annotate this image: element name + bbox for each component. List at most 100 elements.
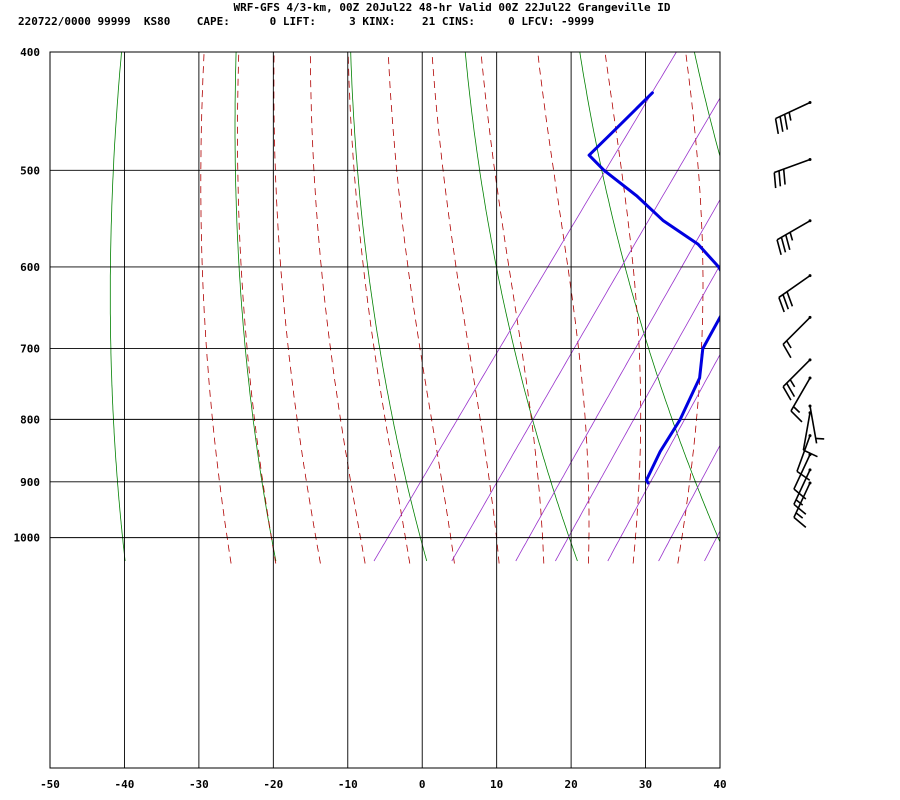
mixing-ratio-line <box>895 45 900 561</box>
wind-barb <box>778 274 812 313</box>
wind-barb-station <box>808 358 812 362</box>
wind-barb-staff <box>793 469 811 505</box>
wind-barb-staff <box>793 454 811 490</box>
y-tick-label: 500 <box>20 164 40 177</box>
wind-barb-staff <box>778 275 811 299</box>
tick-labels: 400 500 600 700 800 900 1000 -50 -40 -30 -20 -10 0 10… <box>14 46 727 791</box>
wind-barb-station <box>808 101 812 105</box>
y-tick-label: 600 <box>20 261 40 274</box>
wind-barb-feather <box>793 516 807 528</box>
mixing-ratio-line <box>515 198 720 562</box>
wind-barb-half-feather <box>815 437 825 440</box>
moist-adiabat <box>812 45 900 563</box>
mixing-ratio-line <box>738 45 900 561</box>
wind-barb <box>793 468 812 515</box>
wind-barb <box>793 481 812 528</box>
wind-barb <box>790 376 812 423</box>
wind-barb-feather <box>779 116 784 132</box>
wind-barb-staff <box>782 359 811 388</box>
wind-barb-feather <box>785 382 796 398</box>
wind-barb-feather <box>782 169 786 185</box>
wind-barb <box>796 434 812 481</box>
y-tick-label: 400 <box>20 46 40 59</box>
wind-barb-station <box>808 434 812 438</box>
wind-barb-station <box>808 158 812 162</box>
wind-barb-staff <box>796 435 811 472</box>
mixing-ratio-line <box>831 45 900 561</box>
y-tick-label: 900 <box>20 476 40 489</box>
moist-adiabat <box>767 45 873 563</box>
wind-barb-half-feather <box>792 406 801 414</box>
dry-adiabat <box>579 52 720 543</box>
x-tick-label: -40 <box>115 778 135 791</box>
wind-barb-feather <box>796 470 811 481</box>
mixing-ratio-line <box>704 530 720 562</box>
wind-barb-station <box>808 453 812 457</box>
moist-adiabat <box>200 52 232 564</box>
wind-barb <box>773 158 812 189</box>
wind-barb-feather <box>790 410 803 423</box>
temperature-trace <box>785 92 864 483</box>
x-tick-label: -30 <box>189 778 209 791</box>
y-tick-label: 700 <box>20 343 40 356</box>
wind-barb-feather <box>786 291 794 307</box>
wind-barb <box>776 219 812 255</box>
wind-barb-feather <box>774 118 780 134</box>
moist-adiabat <box>856 45 900 563</box>
mixing-ratio-line <box>806 45 900 561</box>
wind-barb-station <box>808 274 812 278</box>
mixing-ratio-line <box>555 264 720 562</box>
x-tick-label: 30 <box>639 778 652 791</box>
mixing-ratio-line <box>875 45 900 561</box>
header-line1: WRF-GFS 4/3-km, 00Z 20Jul22 48-hr Valid … <box>233 1 670 14</box>
wind-barb-half-feather <box>789 379 796 388</box>
x-tick-label: 20 <box>564 778 577 791</box>
reference-lines <box>0 45 900 564</box>
plot-frame <box>49 51 721 769</box>
sounding-traces <box>587 91 864 485</box>
mixing-ratio-line <box>852 45 900 561</box>
wind-barb-feather <box>776 239 782 255</box>
y-tick-label: 1000 <box>14 532 41 545</box>
wind-barb-half-feather <box>789 232 794 241</box>
wind-barb-feather <box>782 386 792 401</box>
dry-adiabat <box>234 52 277 562</box>
wind-barb-staff <box>774 158 811 174</box>
mixing-ratio-line <box>607 353 720 562</box>
x-tick-label: -50 <box>40 778 60 791</box>
wind-barb <box>782 315 812 359</box>
wind-barb <box>808 404 825 444</box>
wind-barb-station <box>808 219 812 223</box>
wind-barb-feather <box>778 170 782 187</box>
dry-adiabat <box>350 52 428 562</box>
moist-adiabat <box>537 52 590 564</box>
wind-barbs <box>773 101 825 528</box>
wind-barb-station <box>808 376 812 380</box>
wind-barb-feather <box>782 343 792 359</box>
wind-barb-feather <box>783 114 789 130</box>
wind-barb-feather <box>778 297 785 313</box>
wind-barb-staff <box>809 405 818 444</box>
dry-adiabat <box>109 52 126 562</box>
moist-adiabat <box>604 52 642 564</box>
dry-adiabat <box>0 45 8 561</box>
dry-adiabat <box>807 45 900 561</box>
wind-barb-feather <box>793 503 807 515</box>
x-tick-label: -20 <box>263 778 283 791</box>
wind-barb-staff <box>775 101 811 120</box>
wind-barb-staff <box>790 377 811 412</box>
x-tick-label: 0 <box>419 778 426 791</box>
plot-background <box>50 52 720 768</box>
x-tick-label: -10 <box>338 778 358 791</box>
moist-adiabat <box>722 45 780 563</box>
wind-barb-station <box>808 411 812 415</box>
header-line2: 220722/0000 99999 KS80 CAPE: 0 LIFT: 3 K… <box>18 15 594 28</box>
wind-barb-staff <box>802 412 811 451</box>
wind-barb-feather <box>784 234 791 250</box>
wind-barb-station <box>808 481 812 485</box>
wind-barb-station <box>808 315 812 319</box>
wind-barb-half-feather <box>795 512 804 519</box>
x-tick-label: 40 <box>713 778 726 791</box>
wind-barb-half-feather <box>785 340 792 349</box>
